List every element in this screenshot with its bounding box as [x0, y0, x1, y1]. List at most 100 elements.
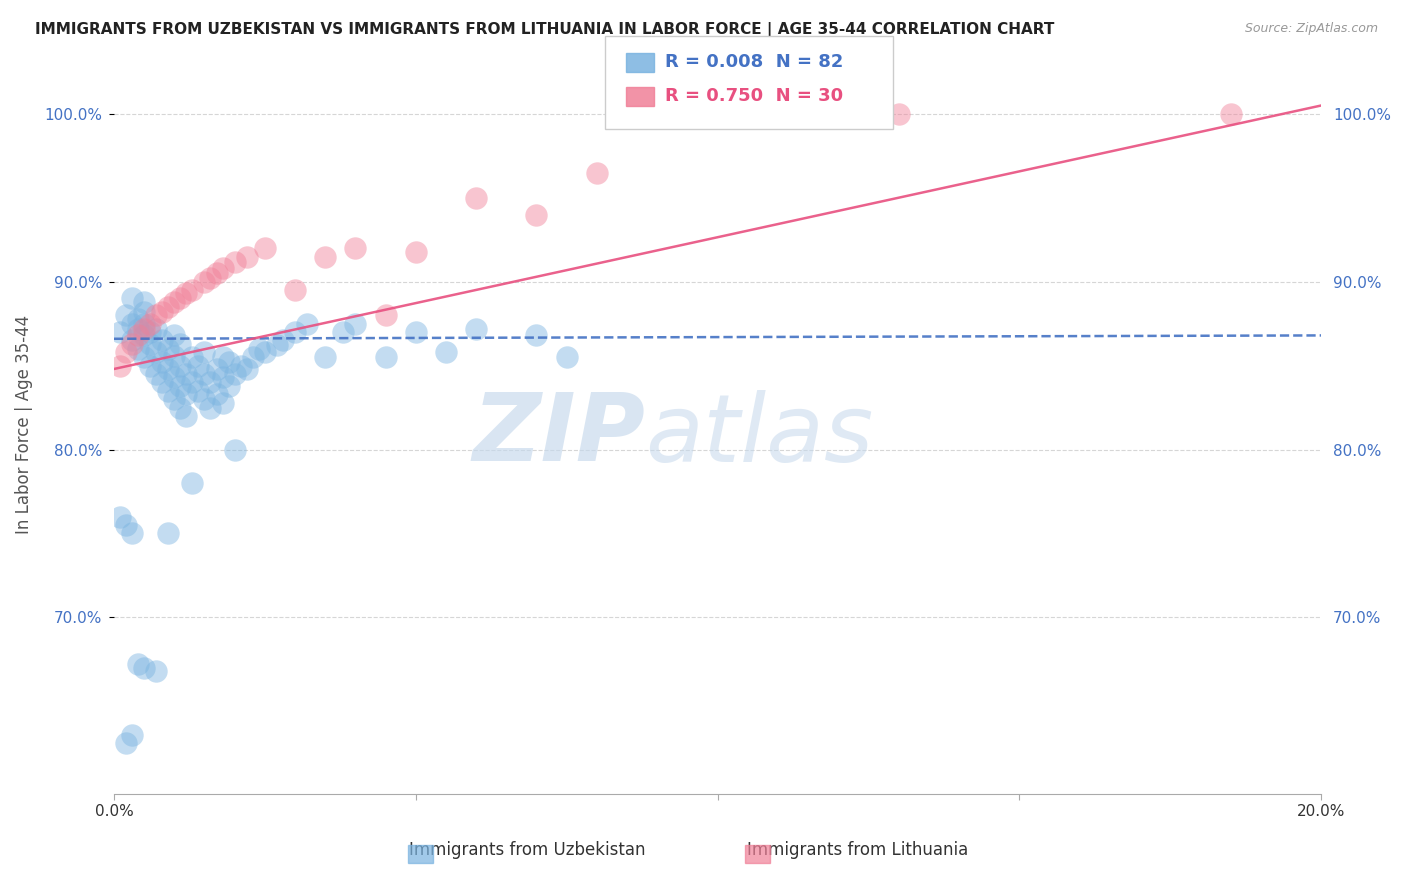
Point [181, 476, 204, 491]
Point [887, 107, 910, 121]
Point [169, 359, 191, 373]
Point [235, 250, 257, 264]
Point [205, 266, 228, 280]
Point [163, 349, 186, 363]
Text: Source: ZipAtlas.com: Source: ZipAtlas.com [1244, 22, 1378, 36]
Point [314, 350, 336, 364]
Point [1219, 107, 1241, 121]
Point [200, 401, 222, 415]
Point [224, 367, 246, 381]
Point [224, 254, 246, 268]
Point [121, 728, 143, 742]
Point [344, 317, 367, 331]
Point [132, 661, 155, 675]
Point [176, 367, 198, 381]
Point [163, 370, 186, 384]
Point [211, 350, 233, 364]
Point [132, 322, 155, 336]
Point [169, 378, 191, 392]
Point [176, 286, 198, 301]
Point [229, 359, 252, 373]
Point [127, 322, 149, 336]
Point [115, 308, 138, 322]
Point [157, 384, 180, 398]
Point [139, 317, 162, 331]
Point [145, 345, 167, 359]
Point [157, 300, 180, 314]
Point [284, 283, 307, 297]
Point [266, 338, 288, 352]
Point [181, 350, 204, 364]
Point [145, 664, 167, 678]
Point [405, 244, 427, 259]
Point [271, 334, 294, 348]
Point [150, 334, 173, 348]
Point [150, 376, 173, 390]
Text: IMMIGRANTS FROM UZBEKISTAN VS IMMIGRANTS FROM LITHUANIA IN LABOR FORCE | AGE 35-: IMMIGRANTS FROM UZBEKISTAN VS IMMIGRANTS… [35, 22, 1054, 38]
Point [145, 322, 167, 336]
Point [127, 657, 149, 672]
Point [108, 325, 131, 339]
Point [115, 345, 138, 359]
Point [176, 409, 198, 423]
Point [218, 355, 240, 369]
Point [121, 317, 143, 331]
Text: atlas: atlas [645, 390, 873, 481]
Point [405, 325, 427, 339]
Point [145, 367, 167, 381]
Point [108, 359, 131, 373]
Point [235, 362, 257, 376]
Point [181, 376, 204, 390]
Point [200, 376, 222, 390]
Point [139, 336, 162, 351]
Point [211, 395, 233, 409]
Point [150, 355, 173, 369]
Point [127, 328, 149, 343]
Point [205, 387, 228, 401]
Point [169, 401, 191, 415]
Point [193, 392, 215, 407]
Point [132, 305, 155, 319]
Text: R = 0.750  N = 30: R = 0.750 N = 30 [665, 87, 844, 105]
Point [253, 345, 276, 359]
Point [224, 442, 246, 457]
Point [157, 342, 180, 356]
Point [200, 271, 222, 285]
Point [247, 342, 270, 356]
Point [157, 362, 180, 376]
Point [121, 334, 143, 348]
Point [465, 322, 488, 336]
Point [176, 387, 198, 401]
Text: ZIP: ZIP [472, 390, 645, 482]
Point [132, 328, 155, 343]
Point [181, 283, 204, 297]
Point [187, 384, 209, 398]
Point [139, 325, 162, 339]
Point [169, 292, 191, 306]
Point [374, 350, 396, 364]
Point [555, 350, 578, 364]
Point [127, 311, 149, 326]
Point [163, 392, 186, 407]
Point [314, 250, 336, 264]
Point [193, 275, 215, 289]
Point [211, 261, 233, 276]
Point [284, 325, 307, 339]
Text: Immigrants from Lithuania: Immigrants from Lithuania [747, 840, 969, 858]
Point [253, 241, 276, 255]
Point [139, 359, 162, 373]
Point [434, 345, 457, 359]
Point [132, 294, 155, 309]
Point [132, 350, 155, 364]
Point [115, 518, 138, 533]
Point [242, 350, 264, 364]
Point [115, 736, 138, 750]
Point [127, 342, 149, 356]
Point [211, 370, 233, 384]
Point [205, 362, 228, 376]
Point [187, 359, 209, 373]
Point [163, 328, 186, 343]
Point [169, 336, 191, 351]
Point [585, 166, 607, 180]
Point [332, 325, 354, 339]
